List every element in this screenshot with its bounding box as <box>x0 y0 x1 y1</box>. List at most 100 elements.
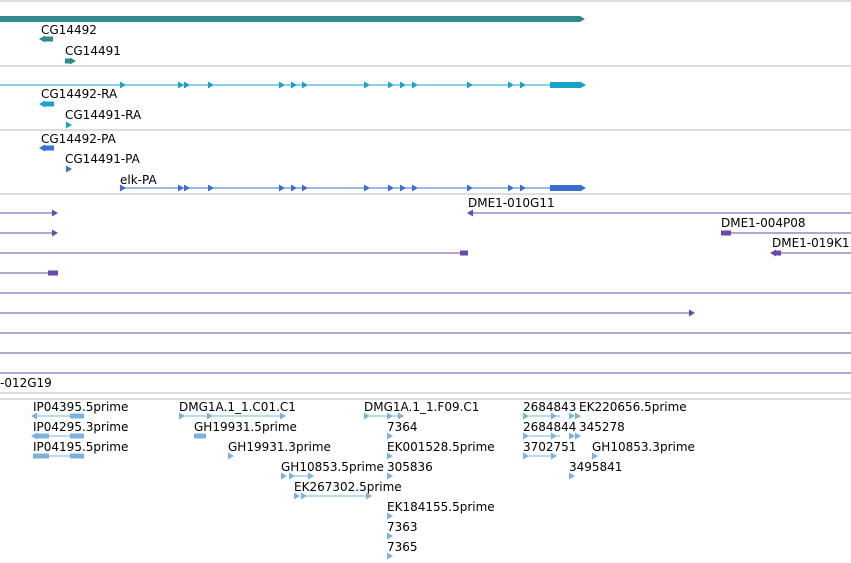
est-label[interactable]: GH19931.3prime <box>228 440 331 454</box>
strand-arrow-left <box>39 35 45 43</box>
transcript-label[interactable]: CG14492-RA <box>41 87 118 101</box>
strand-arrow-right <box>179 412 185 420</box>
strand-arrow-right <box>689 309 695 317</box>
est-label[interactable]: 305836 <box>387 460 433 474</box>
strand-arrow-right <box>523 432 529 440</box>
strand-arrow-right <box>387 512 393 520</box>
clone-label[interactable]: DME1-010G11 <box>468 196 555 210</box>
est-label[interactable]: EK001528.5prime <box>387 440 495 454</box>
strand-arrow-right <box>208 81 214 89</box>
est-label[interactable]: EK184155.5prime <box>387 500 495 514</box>
strand-arrow-right <box>523 452 529 460</box>
clone-label[interactable]: DME1-019K1 <box>772 236 850 250</box>
strand-arrow-right <box>551 412 557 420</box>
clone-block[interactable] <box>721 230 731 236</box>
est-label[interactable]: IP04295.3prime <box>33 420 129 434</box>
est-label[interactable]: GH19931.5prime <box>194 420 297 434</box>
transcript-label[interactable]: CG14491-RA <box>65 108 142 122</box>
protein-label[interactable]: elk-PA <box>120 173 157 187</box>
strand-arrow-right <box>520 81 526 89</box>
est-label[interactable]: 2684844 <box>523 420 577 434</box>
strand-arrow-right <box>388 184 394 192</box>
est-block[interactable] <box>37 433 49 439</box>
strand-arrow-left <box>31 432 37 440</box>
clone-label[interactable]: -012G19 <box>0 376 52 390</box>
strand-arrow-right <box>580 16 585 22</box>
protein-label[interactable]: CG14491-PA <box>65 152 140 166</box>
strand-arrow-right <box>178 81 184 89</box>
est-block[interactable] <box>33 453 49 459</box>
transcript-exon[interactable] <box>44 101 54 107</box>
est-block[interactable] <box>70 453 84 459</box>
est-label[interactable]: 345278 <box>579 420 625 434</box>
strand-arrow-left <box>31 412 37 420</box>
protein-label[interactable]: CG14492-PA <box>41 132 116 146</box>
strand-arrow-right <box>412 81 418 89</box>
strand-arrow-right <box>308 472 314 480</box>
strand-arrow-right <box>575 412 581 420</box>
strand-arrow-right <box>400 81 406 89</box>
strand-arrow-right <box>580 184 586 192</box>
strand-arrow-right <box>302 184 308 192</box>
est-label[interactable]: DMG1A.1_1.F09.C1 <box>364 400 480 414</box>
est-label[interactable]: GH10853.3prime <box>592 440 695 454</box>
clone-block[interactable] <box>460 250 468 256</box>
strand-arrow-right <box>279 81 285 89</box>
clone-block[interactable] <box>48 270 58 276</box>
est-label[interactable]: 7364 <box>387 420 418 434</box>
strand-arrow-left <box>39 144 45 152</box>
strand-arrow-right <box>387 412 393 420</box>
est-label[interactable]: EK267302.5prime <box>294 480 402 494</box>
est-label[interactable]: 3495841 <box>569 460 623 474</box>
strand-arrow-right <box>387 452 393 460</box>
est-label[interactable]: 7365 <box>387 540 418 554</box>
strand-arrow-right <box>467 81 473 89</box>
strand-arrow-right <box>508 184 514 192</box>
est-label[interactable]: 3702751 <box>523 440 577 454</box>
strand-arrow-right <box>364 81 370 89</box>
strand-arrow-right <box>66 121 72 129</box>
strand-arrow-right <box>387 552 393 560</box>
gene-feature-block[interactable] <box>65 58 71 64</box>
strand-arrow-right <box>412 184 418 192</box>
strand-arrow-right <box>120 81 126 89</box>
protein-block[interactable] <box>44 145 54 151</box>
strand-arrow-right <box>52 229 58 237</box>
strand-arrow-right <box>178 184 184 192</box>
strand-arrow-right <box>120 184 126 192</box>
est-label[interactable]: DMG1A.1_1.C01.C1 <box>179 400 296 414</box>
protein-exon[interactable] <box>550 185 580 191</box>
est-block[interactable] <box>70 433 84 439</box>
clone-label[interactable]: DME1-004P08 <box>721 216 806 230</box>
strand-arrow-right <box>207 412 213 420</box>
strand-arrow-right <box>400 184 406 192</box>
gene-feature-block[interactable] <box>45 36 53 42</box>
transcript-exon[interactable] <box>550 82 580 88</box>
est-label[interactable]: IP04195.5prime <box>33 440 129 454</box>
clone-block[interactable] <box>775 250 781 256</box>
est-label[interactable]: GH10853.5prime <box>281 460 384 474</box>
strand-arrow-left <box>467 209 473 217</box>
strand-arrow-right <box>388 81 394 89</box>
gene-label[interactable]: CG14491 <box>65 44 121 58</box>
est-label[interactable]: IP04395.5prime <box>33 400 129 414</box>
strand-arrow-right <box>467 184 473 192</box>
strand-arrow-right <box>291 81 297 89</box>
est-label[interactable]: 2684843 <box>523 400 577 414</box>
est-block[interactable] <box>194 433 206 439</box>
strand-arrow-right <box>569 472 575 480</box>
strand-arrow-right <box>279 184 285 192</box>
gene-feature-bar[interactable] <box>0 16 580 22</box>
gene-label[interactable]: CG14492 <box>41 23 97 37</box>
strand-arrow-right <box>523 412 529 420</box>
strand-arrow-right <box>364 184 370 192</box>
strand-arrow-right <box>291 184 297 192</box>
strand-arrow-right <box>569 432 575 440</box>
strand-arrow-right <box>387 532 393 540</box>
est-label[interactable]: EK220656.5prime <box>579 400 687 414</box>
strand-arrow-right <box>208 184 214 192</box>
est-label[interactable]: 7363 <box>387 520 418 534</box>
est-block[interactable] <box>70 413 84 419</box>
strand-arrow-right <box>575 432 581 440</box>
